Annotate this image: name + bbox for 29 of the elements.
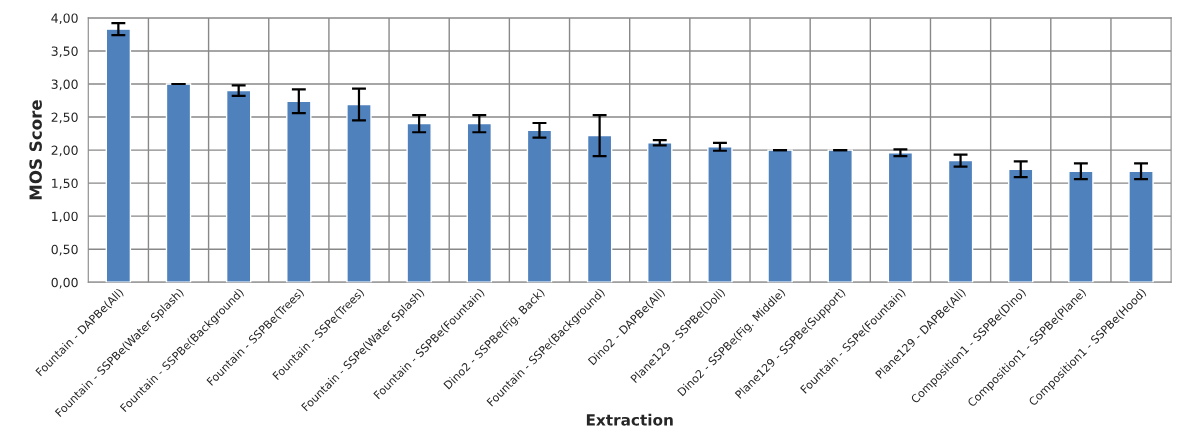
bar — [947, 159, 974, 283]
y-tick-label: 3,00 — [51, 79, 78, 91]
y-tick-label: 2,50 — [51, 112, 78, 124]
y-tick-label: 3,50 — [51, 46, 78, 58]
bar — [586, 134, 613, 283]
y-tick-label: 4,00 — [51, 13, 78, 25]
bar — [286, 100, 312, 283]
y-tick-label: 1,00 — [52, 211, 78, 223]
y-tick-label: 0,50 — [51, 244, 78, 256]
y-tick-label: 1,50 — [52, 178, 78, 190]
bar — [466, 122, 493, 283]
bar — [1007, 168, 1034, 283]
bar — [526, 129, 553, 283]
bar — [165, 83, 192, 283]
bar — [225, 89, 252, 283]
bar — [406, 122, 432, 283]
y-tick-label: 2,00 — [51, 145, 78, 157]
bar — [887, 152, 914, 283]
bar — [346, 103, 372, 283]
bar — [647, 142, 673, 283]
y-axis-title: MOS Score — [29, 100, 42, 200]
bar — [1128, 170, 1154, 283]
bar — [105, 28, 132, 283]
bar — [767, 149, 793, 283]
bar — [1068, 170, 1094, 283]
y-tick-label: 0,00 — [51, 277, 78, 289]
bar — [827, 149, 853, 283]
x-axis-title: Extraction — [586, 413, 673, 426]
bar — [707, 146, 733, 283]
